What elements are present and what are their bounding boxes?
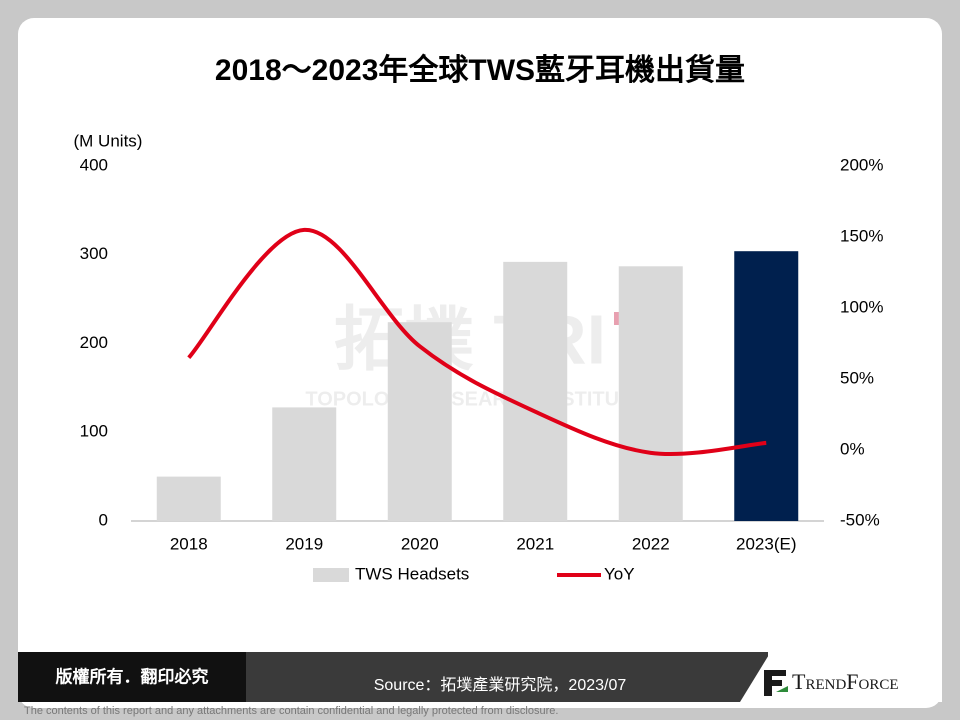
- logo-icon: [764, 670, 786, 696]
- y-tick-label: 300: [80, 244, 108, 263]
- x-tick-label: 2019: [285, 534, 323, 553]
- bar: [387, 322, 452, 521]
- y2-tick-label: 100%: [840, 297, 883, 316]
- y2-tick-label: 50%: [840, 368, 874, 387]
- bar: [734, 251, 799, 521]
- bar: [156, 476, 221, 521]
- y-axis-label: (M Units): [74, 131, 143, 150]
- y2-tick-label: 0%: [840, 439, 865, 458]
- source: Source：拓墣產業研究院，2023/07: [374, 676, 627, 694]
- x-tick-label: 2020: [401, 534, 439, 553]
- line: [187, 227, 767, 457]
- chart-title: 2018～2023年全球TWS藍牙耳機出貨量: [215, 53, 745, 87]
- logo-area: [740, 640, 942, 702]
- x-tick-label: 2022: [632, 534, 670, 553]
- bar: [272, 407, 337, 521]
- y2-tick-label: -50%: [840, 510, 880, 529]
- y-tick-label: 0: [99, 510, 108, 529]
- legend-swatch: [313, 568, 349, 582]
- x-tick-label: 2018: [170, 534, 208, 553]
- y-tick-label: 200: [80, 333, 108, 352]
- y2-tick-label: 150%: [840, 226, 883, 245]
- copyright-box: [18, 652, 246, 702]
- y-tick-label: 400: [80, 155, 108, 174]
- logo-accent: [776, 686, 788, 692]
- plot: 0 100 200 300 400 -50% 0% 50% 100% 150% 200% 2018 20…: [80, 155, 884, 583]
- disclaimer: The contents of this report and any atta…: [24, 705, 558, 717]
- bar: [618, 266, 683, 521]
- bar: [503, 261, 568, 521]
- legend-label: YoY: [604, 564, 635, 583]
- y2-tick-label: 200%: [840, 155, 883, 174]
- y-tick-label: 100: [80, 422, 108, 441]
- card: [18, 18, 942, 708]
- watermark-name: TOPOLOGY RESEARCH INSTITUTE: [305, 388, 644, 410]
- x-tick-label: 2023(E): [736, 534, 796, 553]
- legend-label: TWS Headsets: [355, 564, 469, 583]
- x-tick-label: 2021: [516, 534, 554, 553]
- logo: TrendForce: [792, 669, 899, 694]
- copyright: 版權所有．翻印必究: [56, 666, 209, 686]
